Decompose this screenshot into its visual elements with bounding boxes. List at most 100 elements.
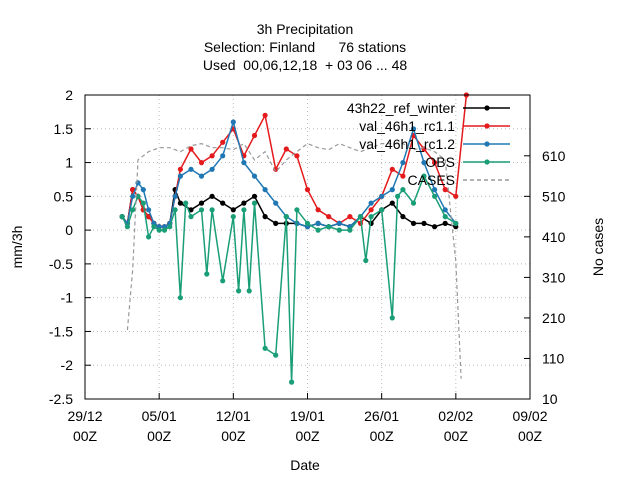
grid-lines <box>85 95 530 399</box>
data-point <box>262 112 268 118</box>
data-point <box>262 187 268 193</box>
data-point <box>230 119 236 125</box>
x-tick-label: 12/01 <box>216 408 251 424</box>
data-point <box>172 193 178 199</box>
data-point <box>283 214 289 220</box>
series-line <box>126 142 462 379</box>
data-point <box>262 214 268 220</box>
data-point <box>198 160 205 166</box>
y-axis-label: mm/3h <box>9 226 25 269</box>
data-point <box>421 173 427 179</box>
y-tick-label: -2.5 <box>49 391 73 407</box>
data-point <box>315 227 321 233</box>
data-point <box>151 224 157 230</box>
legend-marker <box>484 141 490 147</box>
data-point <box>177 200 183 206</box>
data-point <box>389 166 395 172</box>
chart-title-line-2: Selection: Finland 76 stations <box>204 39 406 55</box>
data-point <box>209 193 215 199</box>
data-point <box>167 224 173 230</box>
data-point <box>453 220 459 226</box>
y-tick-label: 0.5 <box>54 188 74 204</box>
data-point <box>209 153 215 159</box>
data-point <box>177 166 183 172</box>
y-axis-ticks: 2 1.5 1 0.5 0 -0.5 -1 -1.5 -2 -2.5 <box>49 87 91 407</box>
data-point <box>188 146 194 152</box>
x-axis-label: Date <box>290 457 320 473</box>
data-point <box>140 187 146 193</box>
data-point <box>432 193 438 199</box>
data-point <box>198 200 205 206</box>
data-point <box>315 220 321 226</box>
data-point <box>400 160 406 166</box>
data-point <box>273 200 279 206</box>
legend-marker <box>484 123 490 129</box>
data-point <box>177 295 183 301</box>
data-point <box>304 187 311 193</box>
data-point <box>410 220 417 226</box>
legend-label: val_46h1_rc1.2 <box>359 136 455 152</box>
y-tick-label: -1 <box>61 290 74 306</box>
data-point <box>315 207 321 213</box>
data-point <box>188 214 194 220</box>
data-point <box>246 288 252 294</box>
data-point <box>177 173 183 179</box>
series-layer <box>119 92 469 385</box>
legend-label: val_46h1_rc1.1 <box>359 118 455 134</box>
legend-label: 43h22_ref_winter <box>347 100 456 116</box>
data-point <box>146 214 152 220</box>
x-tick-sublabel: 00Z <box>147 428 172 444</box>
data-point <box>363 257 369 264</box>
data-point <box>146 207 152 213</box>
series-CASES <box>126 142 462 379</box>
y2-tick-label: 310 <box>542 269 566 285</box>
y-tick-label: 0 <box>65 222 73 238</box>
data-point <box>368 207 374 213</box>
y2-tick-label: 210 <box>542 310 566 326</box>
legend-entry: CASES <box>408 172 510 188</box>
data-point <box>389 187 395 193</box>
data-point <box>119 214 125 220</box>
data-point <box>326 214 332 220</box>
data-point <box>188 166 194 172</box>
data-point <box>130 207 136 213</box>
x-tick-label: 02/02 <box>438 408 473 424</box>
x-tick-sublabel: 00Z <box>295 428 320 444</box>
data-point <box>241 200 247 206</box>
data-point <box>140 200 146 206</box>
data-point <box>389 315 395 321</box>
data-point <box>389 200 395 206</box>
y2-tick-label: 10 <box>542 391 558 407</box>
data-point <box>135 180 141 186</box>
data-point <box>236 288 242 294</box>
legend-entry: 43h22_ref_winter <box>347 100 510 116</box>
data-point <box>251 132 258 139</box>
data-point <box>230 214 236 220</box>
data-point <box>400 214 406 220</box>
y2-axis-ticks: 610 510 410 310 210 110 10 <box>524 148 566 407</box>
y2-tick-label: 510 <box>542 188 566 204</box>
data-point <box>241 160 247 166</box>
data-point <box>432 187 438 193</box>
legend-label: OBS <box>425 154 455 170</box>
data-point <box>209 166 215 172</box>
y2-tick-label: 110 <box>542 350 565 366</box>
data-point <box>442 220 448 226</box>
data-point <box>400 173 406 179</box>
data-point <box>294 153 300 159</box>
data-point <box>198 173 205 179</box>
data-point <box>304 220 311 226</box>
data-point <box>262 345 268 351</box>
data-point <box>379 207 385 213</box>
data-point <box>251 193 258 199</box>
legend-marker <box>484 159 490 165</box>
x-tick-sublabel: 00Z <box>370 428 395 444</box>
data-point <box>395 193 401 199</box>
y2-tick-label: 410 <box>542 229 566 245</box>
data-point <box>336 227 342 233</box>
data-point <box>347 227 353 233</box>
data-point <box>347 214 353 220</box>
data-point <box>357 214 364 220</box>
data-point <box>183 200 189 206</box>
